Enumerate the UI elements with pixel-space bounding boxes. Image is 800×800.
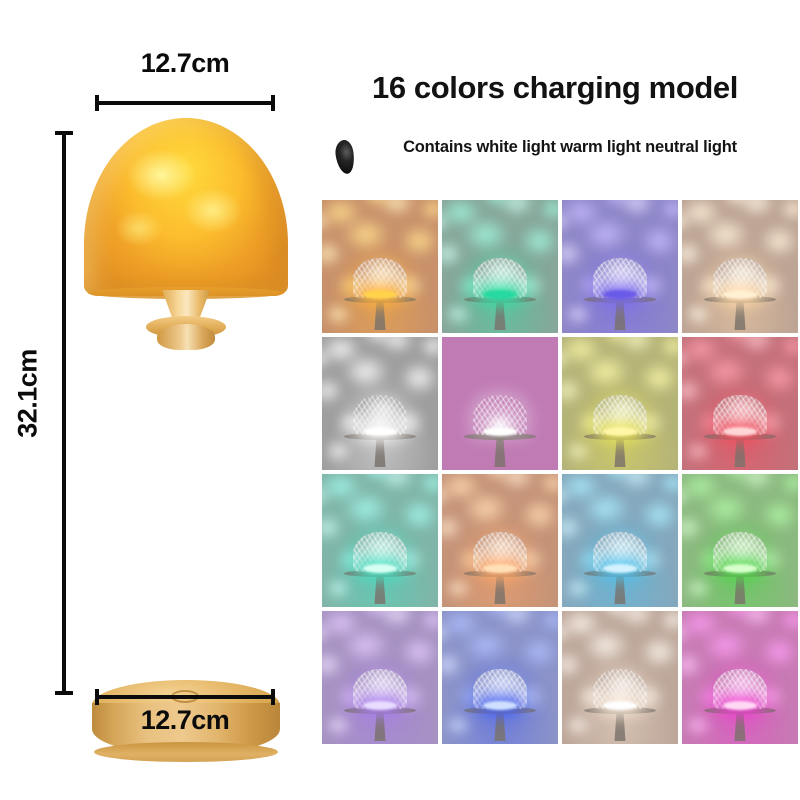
swatch-lamp-light-core bbox=[723, 427, 757, 437]
color-swatch-lavender[interactable] bbox=[322, 611, 438, 744]
subtitle-row: Contains white light warm light neutral … bbox=[333, 138, 780, 176]
lamp-product-image bbox=[78, 118, 294, 762]
swatch-lamp-stem bbox=[734, 575, 746, 605]
swatch-lamp-stem bbox=[494, 438, 506, 468]
lamp-stem bbox=[163, 328, 209, 710]
swatch-lamp-plate bbox=[464, 433, 536, 441]
swatch-lamp-plate bbox=[704, 433, 776, 441]
swatch-lamp-light-core bbox=[723, 564, 757, 574]
height-dimension-label: 32.1cm bbox=[12, 349, 43, 438]
swatch-lamp-plate bbox=[584, 707, 656, 715]
color-swatch-mint[interactable] bbox=[322, 474, 438, 607]
lamp-base-rim bbox=[94, 742, 278, 762]
lamp-shade bbox=[84, 118, 288, 299]
swatch-lamp-stem bbox=[374, 712, 386, 742]
swatch-lamp-stem bbox=[614, 438, 626, 468]
swatch-lamp-plate bbox=[584, 296, 656, 304]
swatch-lamp-light-core bbox=[603, 564, 637, 574]
swatch-lamp-plate bbox=[704, 707, 776, 715]
swatch-lamp-light-core bbox=[483, 290, 517, 300]
swatch-lamp-stem bbox=[374, 438, 386, 468]
swatch-lamp-plate bbox=[464, 707, 536, 715]
swatch-lamp-plate bbox=[704, 296, 776, 304]
swatch-lamp-stem bbox=[374, 301, 386, 331]
swatch-lamp-plate bbox=[584, 570, 656, 578]
swatch-lamp-light-core bbox=[603, 290, 637, 300]
swatch-lamp-plate bbox=[344, 707, 416, 715]
color-swatch-yellow[interactable] bbox=[562, 337, 678, 470]
swatch-lamp-stem bbox=[734, 301, 746, 331]
color-swatch-magenta[interactable] bbox=[442, 337, 558, 470]
page-title: 16 colors charging model bbox=[372, 70, 738, 105]
base-width-dimension-label: 12.7cm bbox=[140, 705, 230, 735]
product-dimension-panel: 12.7cm 32.1cm 12.7cm bbox=[0, 0, 310, 800]
subtitle-text: Contains white light warm light neutral … bbox=[403, 138, 737, 156]
color-modes-panel: 16 colors charging model Contains white … bbox=[310, 0, 800, 800]
swatch-lamp-plate bbox=[344, 296, 416, 304]
color-swatch-warm-white[interactable] bbox=[682, 200, 798, 333]
base-width-dimension-line bbox=[95, 689, 275, 705]
swatch-lamp-light-core bbox=[363, 427, 397, 437]
color-swatch-neutral-white[interactable] bbox=[562, 611, 678, 744]
swatch-lamp-plate bbox=[704, 570, 776, 578]
swatch-lamp-stem bbox=[374, 575, 386, 605]
swatch-lamp-light-core bbox=[483, 427, 517, 437]
swatch-lamp-stem bbox=[494, 301, 506, 331]
swatch-lamp-light-core bbox=[483, 564, 517, 574]
swatch-lamp-plate bbox=[584, 433, 656, 441]
swatch-lamp-plate bbox=[344, 433, 416, 441]
swatch-lamp-stem bbox=[614, 301, 626, 331]
swatch-lamp-stem bbox=[494, 712, 506, 742]
swatch-lamp-stem bbox=[614, 712, 626, 742]
color-swatch-peach[interactable] bbox=[442, 474, 558, 607]
height-dimension-line bbox=[55, 131, 73, 695]
swatch-lamp-light-core bbox=[363, 564, 397, 574]
color-swatch-pink[interactable] bbox=[682, 611, 798, 744]
swatch-lamp-stem bbox=[734, 438, 746, 468]
color-swatch-blue[interactable] bbox=[442, 611, 558, 744]
color-swatch-white[interactable] bbox=[322, 337, 438, 470]
color-swatch-grid bbox=[322, 200, 798, 746]
color-swatch-purple[interactable] bbox=[562, 200, 678, 333]
top-width-dimension-line bbox=[95, 95, 275, 111]
swatch-lamp-stem bbox=[734, 712, 746, 742]
swatch-lamp-light-core bbox=[723, 701, 757, 711]
color-swatch-bright-green[interactable] bbox=[682, 474, 798, 607]
swatch-lamp-light-core bbox=[603, 427, 637, 437]
swatch-lamp-light-core bbox=[363, 701, 397, 711]
swatch-lamp-light-core bbox=[603, 701, 637, 711]
color-swatch-red[interactable] bbox=[682, 337, 798, 470]
color-swatch-orange[interactable] bbox=[322, 200, 438, 333]
swatch-lamp-stem bbox=[494, 575, 506, 605]
swatch-lamp-light-core bbox=[483, 701, 517, 711]
swatch-lamp-plate bbox=[344, 570, 416, 578]
swatch-lamp-plate bbox=[464, 296, 536, 304]
blob-icon bbox=[333, 138, 357, 176]
swatch-lamp-light-core bbox=[363, 290, 397, 300]
color-swatch-light-blue[interactable] bbox=[562, 474, 678, 607]
swatch-lamp-light-core bbox=[723, 290, 757, 300]
lamp-stem-shoulder bbox=[157, 324, 215, 350]
swatch-lamp-stem bbox=[614, 575, 626, 605]
swatch-lamp-plate bbox=[464, 570, 536, 578]
top-width-dimension-label: 12.7cm bbox=[140, 48, 230, 78]
color-swatch-green[interactable] bbox=[442, 200, 558, 333]
